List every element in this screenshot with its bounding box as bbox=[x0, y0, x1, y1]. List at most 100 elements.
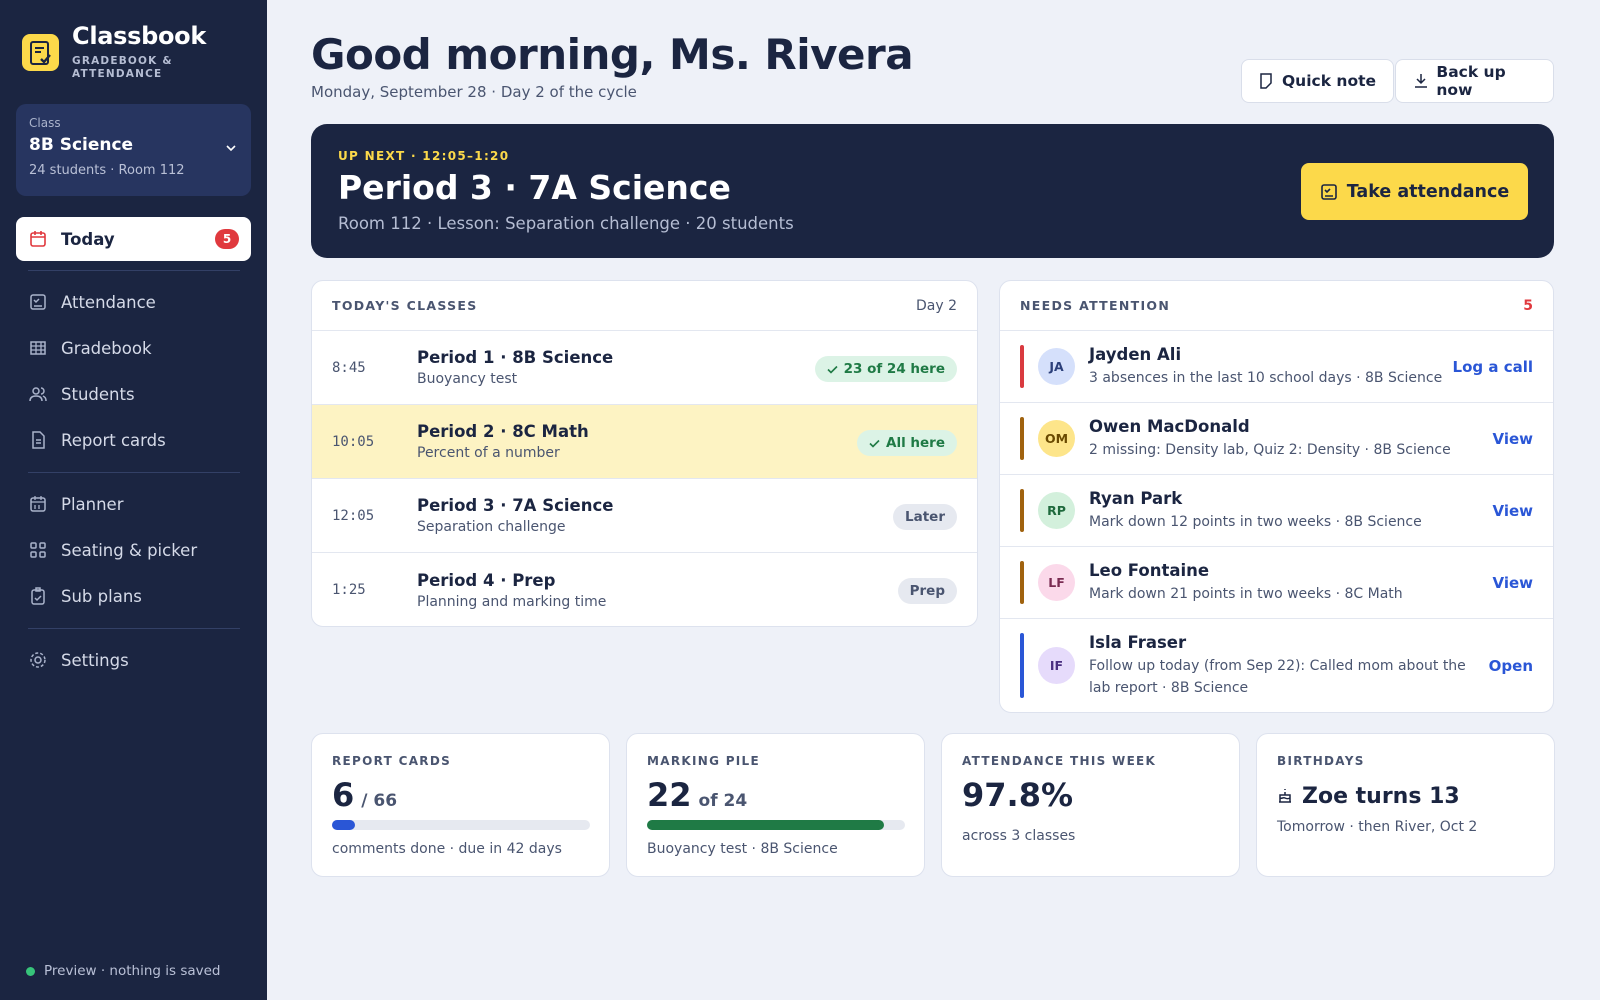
logo bbox=[22, 34, 59, 71]
divider bbox=[28, 270, 240, 271]
class-row[interactable]: 1:25 Period 4 · Prep Planning and marking … bbox=[312, 553, 977, 626]
button-label: Quick note bbox=[1282, 72, 1377, 90]
status-pill: Later bbox=[893, 504, 957, 530]
cake-icon bbox=[1279, 789, 1291, 803]
up-next-panel: UP NEXT · 12:05–1:20 Period 3 · 7A Scien… bbox=[311, 124, 1554, 258]
todays-classes-card: TODAY'S CLASSES Day 2 8:45 Period 1 · 8B S… bbox=[311, 280, 978, 627]
attention-detail: Follow up today (from Sep 22): Called mo… bbox=[1089, 657, 1466, 696]
stat-value: Zoe turns 13 bbox=[1277, 784, 1534, 809]
class-info: Period 4 · Prep Planning and marking time bbox=[417, 571, 606, 610]
card-title: TODAY'S CLASSES bbox=[332, 298, 478, 313]
avatar: IF bbox=[1038, 647, 1075, 684]
nav-item[interactable]: Seating & picker bbox=[16, 528, 251, 572]
nav-item[interactable]: Settings bbox=[16, 638, 251, 682]
class-row[interactable]: 10:05 Period 2 · 8C Math Percent of a numb… bbox=[312, 405, 977, 479]
logo-icon bbox=[30, 41, 51, 65]
attention-action[interactable]: Open bbox=[1488, 656, 1533, 675]
severity-bar bbox=[1020, 345, 1024, 388]
chevron bbox=[226, 145, 236, 152]
footer-text: Preview · nothing is saved bbox=[44, 963, 221, 979]
nav-item[interactable]: Attendance bbox=[16, 280, 251, 324]
backup-button[interactable]: Back up now bbox=[1395, 59, 1554, 103]
attention-action[interactable]: View bbox=[1492, 501, 1533, 520]
button-icon bbox=[1260, 73, 1272, 89]
attention-action[interactable]: View bbox=[1492, 573, 1533, 592]
button-label: Take attendance bbox=[1346, 181, 1510, 202]
stat-note: Buoyancy test · 8B Science bbox=[647, 841, 838, 857]
attention-info: Owen MacDonald 2 missing: Density lab, Qu… bbox=[1089, 417, 1474, 461]
up-next-details: Room 112 · Lesson: Separation challenge … bbox=[338, 214, 794, 233]
nav-item[interactable]: Today 5 bbox=[16, 217, 251, 261]
stat-separator: of bbox=[698, 791, 718, 811]
stat-number: 97.8% bbox=[962, 776, 1074, 814]
brand: Classbook bbox=[72, 22, 207, 50]
attention-info: Ryan Park Mark down 12 points in two week… bbox=[1089, 489, 1474, 533]
class-info: Period 3 · 7A Science Separation challeng… bbox=[417, 496, 613, 535]
attention-item: LF Leo Fontaine Mark down 21 points in two… bbox=[1000, 547, 1553, 619]
attention-item: IF Isla Fraser Follow up today (from Sep 2… bbox=[1000, 619, 1553, 712]
preview-status: Preview · nothing is saved bbox=[26, 963, 221, 979]
check-icon bbox=[869, 439, 880, 448]
class-time: 12:05 bbox=[332, 507, 375, 524]
nav-label: Seating & picker bbox=[61, 540, 198, 560]
sidebar: Classbook GRADEBOOK & ATTENDANCE Class 8… bbox=[0, 0, 267, 1000]
class-subtitle: Separation challenge bbox=[417, 519, 566, 535]
up-next-title: Period 3 · 7A Science bbox=[338, 168, 731, 207]
class-row[interactable]: 8:45 Period 1 · 8B Science Buoyancy test 23… bbox=[312, 331, 977, 405]
take-attendance-button[interactable]: Take attendance bbox=[1301, 163, 1528, 220]
class-title: Period 4 · Prep bbox=[417, 570, 556, 590]
card-header: TODAY'S CLASSES Day 2 bbox=[312, 281, 977, 331]
class-picker[interactable]: Class 8B Science 24 students · Room 112 bbox=[16, 104, 251, 196]
attention-action[interactable]: Log a call bbox=[1452, 357, 1533, 376]
status-pill: All here bbox=[857, 430, 957, 456]
stat-value: 97.8% bbox=[962, 776, 1219, 814]
stat-note: comments done · due in 42 days bbox=[332, 841, 562, 857]
nav-icon bbox=[30, 652, 46, 668]
nav-item[interactable]: Sub plans bbox=[16, 574, 251, 618]
class-row[interactable]: 12:05 Period 3 · 7A Science Separation cha… bbox=[312, 479, 977, 553]
status-pill: 23 of 24 here bbox=[814, 356, 957, 382]
class-subtitle: Buoyancy test bbox=[417, 371, 518, 387]
progress-fill bbox=[647, 820, 884, 830]
nav-item[interactable]: Planner bbox=[16, 482, 251, 526]
nav-item[interactable]: Students bbox=[16, 372, 251, 416]
stat-card: BIRTHDAYS Zoe turns 13 Tomorrow · then Riv… bbox=[1256, 733, 1555, 877]
nav-item[interactable]: Report cards bbox=[16, 418, 251, 462]
student-name: Ryan Park bbox=[1089, 488, 1183, 508]
status-pill: Prep bbox=[897, 578, 957, 604]
nav-label: Today bbox=[61, 229, 115, 249]
status-label: Later bbox=[905, 509, 945, 525]
stat-label: REPORT CARDS bbox=[332, 754, 452, 768]
student-name: Jayden Ali bbox=[1089, 344, 1182, 364]
class-time: 10:05 bbox=[332, 433, 375, 450]
picker-label: Class bbox=[29, 116, 61, 130]
nav-badge: 5 bbox=[215, 229, 239, 249]
progress-track bbox=[332, 820, 590, 830]
needs-attention-card: NEEDS ATTENTION 5 JA Jayden Ali 3 absences … bbox=[999, 280, 1554, 713]
class-subtitle: Planning and marking time bbox=[417, 593, 607, 610]
class-list: 8:45 Period 1 · 8B Science Buoyancy test 23… bbox=[312, 331, 977, 626]
card-title: NEEDS ATTENTION bbox=[1020, 298, 1171, 313]
stat-total-number: 66 bbox=[373, 791, 398, 811]
class-info: Period 1 · 8B Science Buoyancy test bbox=[417, 348, 613, 387]
progress-fill bbox=[332, 820, 356, 830]
stat-label: ATTENDANCE THIS WEEK bbox=[962, 754, 1157, 768]
attention-info: Jayden Ali 3 absences in the last 10 scho… bbox=[1089, 345, 1474, 389]
severity-bar bbox=[1020, 633, 1024, 698]
divider bbox=[28, 628, 240, 629]
attention-detail: 3 absences in the last 10 school days · … bbox=[1089, 369, 1443, 386]
nav-label: Sub plans bbox=[61, 586, 142, 606]
nav-item[interactable]: Gradebook bbox=[16, 326, 251, 370]
nav-icon bbox=[30, 341, 46, 355]
greeting: Good morning, Ms. Rivera bbox=[311, 30, 914, 79]
stat-value: 6 / 66 bbox=[332, 776, 589, 814]
class-time: 1:25 bbox=[332, 582, 366, 598]
date: Monday, September 28 · Day 2 of the cycl… bbox=[311, 83, 637, 101]
stat-number: 22 bbox=[647, 776, 692, 814]
attention-action[interactable]: View bbox=[1492, 429, 1533, 448]
nav-label: Report cards bbox=[61, 430, 166, 450]
progress-track bbox=[647, 820, 905, 830]
up-next-eyebrow: UP NEXT · 12:05–1:20 bbox=[338, 149, 510, 163]
quick-note-button[interactable]: Quick note bbox=[1241, 59, 1395, 103]
